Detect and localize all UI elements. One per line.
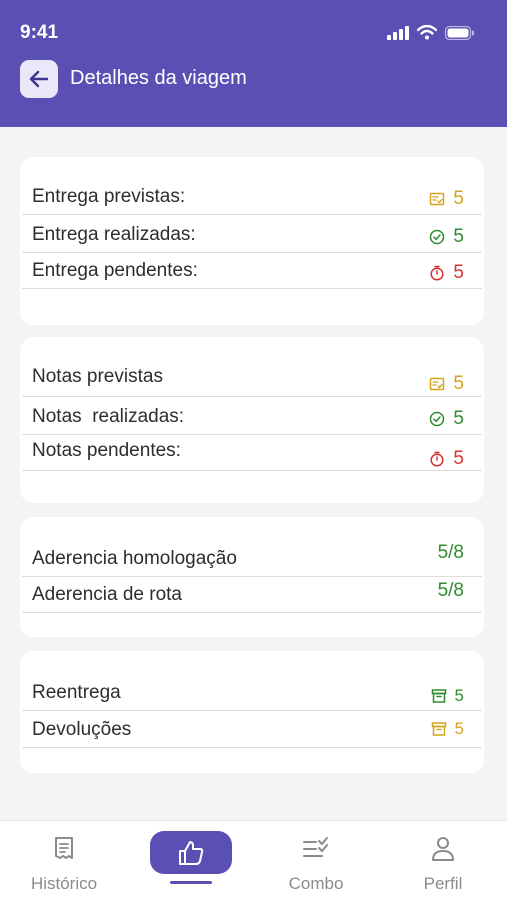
tab-combo-label: Combo — [288, 874, 344, 893]
route-adherence-value: 5/8 — [437, 580, 464, 601]
check-circle-icon — [430, 411, 445, 427]
planned-invoices-label: Notas previstas — [32, 366, 163, 387]
thumbs-up-icon — [179, 840, 204, 865]
planned-invoices-value: 5 — [453, 373, 464, 394]
homologation-adherence-row: Aderencia homologação 5/8 — [22, 541, 482, 577]
list-check-icon — [303, 837, 328, 857]
planned-deliveries-row: Entrega previstas: 5 — [22, 179, 482, 215]
timer-icon — [430, 451, 444, 467]
status-icons — [387, 25, 475, 40]
adherence-card: Aderencia homologação 5/8 Aderencia de r… — [20, 517, 484, 637]
battery-icon — [445, 25, 474, 40]
redelivery-label: Reentrega — [32, 682, 121, 703]
route-adherence-label: Aderencia de rota — [32, 584, 182, 605]
returns-label: Devoluções — [32, 719, 132, 740]
completed-invoices-row: Notas realizadas: 5 — [22, 399, 482, 435]
returns-row: Devoluções 5 — [22, 712, 482, 748]
completed-invoices-value: 5 — [453, 408, 464, 429]
archive-box-icon — [431, 689, 446, 703]
completed-deliveries-value: 5 — [453, 226, 464, 247]
checklist-icon — [430, 377, 445, 391]
back-button[interactable] — [20, 60, 58, 98]
planned-deliveries-value: 5 — [453, 188, 464, 209]
receipt-icon — [55, 837, 73, 859]
tab-perfil[interactable]: Perfil — [393, 835, 493, 894]
pending-invoices-row: Notas pendentes: 5 — [22, 435, 482, 471]
tab-historico-label: Histórico — [30, 874, 98, 893]
check-circle-icon — [430, 229, 445, 245]
completed-deliveries-label: Entrega realizadas: — [32, 224, 196, 245]
status-time: 9:41 — [20, 22, 59, 43]
active-tab-indicator — [170, 881, 212, 884]
tab-combo[interactable]: Combo — [266, 835, 366, 894]
planned-invoices-row: Notas previstas 5 — [22, 361, 482, 397]
wifi-icon — [417, 25, 437, 40]
pending-deliveries-value: 5 — [453, 262, 464, 283]
returns-card: Reentrega 5 Devoluções 5 — [20, 651, 484, 773]
returns-value: 5 — [454, 719, 464, 738]
pending-invoices-label: Notas pendentes: — [32, 440, 181, 461]
pending-deliveries-row: Entrega pendentes: 5 — [22, 253, 482, 289]
invoices-card: Notas previstas 5 Notas realizadas: 5 No… — [20, 337, 484, 503]
page-title: Detalhes da viagem — [70, 67, 247, 89]
deliveries-card: Entrega previstas: 5 Entrega realizadas:… — [20, 157, 484, 325]
archive-box-icon — [431, 722, 446, 736]
homologation-adherence-label: Aderencia homologação — [32, 548, 237, 569]
tab-historico[interactable]: Histórico — [14, 835, 114, 894]
app-header: 9:41 Detalhes da viagem — [0, 0, 507, 127]
completed-invoices-label: Notas realizadas: — [32, 406, 185, 427]
checklist-icon — [430, 192, 445, 206]
bottom-tab-bar: Histórico Combo Perfil — [0, 820, 507, 900]
arrow-left-icon — [29, 70, 49, 88]
redelivery-row: Reentrega 5 — [22, 675, 482, 711]
planned-deliveries-label: Entrega previstas: — [32, 186, 186, 207]
timer-icon — [430, 265, 444, 281]
signal-icon — [387, 25, 409, 40]
pending-invoices-value: 5 — [453, 448, 464, 469]
pending-deliveries-label: Entrega pendentes: — [32, 260, 198, 281]
homologation-adherence-value: 5/8 — [437, 542, 464, 563]
completed-deliveries-row: Entrega realizadas: 5 — [22, 217, 482, 253]
route-adherence-row: Aderencia de rota 5/8 — [22, 577, 482, 613]
tab-home[interactable] — [150, 831, 232, 874]
user-icon — [432, 837, 454, 861]
tab-perfil-label: Perfil — [423, 874, 463, 893]
redelivery-value: 5 — [454, 686, 464, 705]
status-bar: 9:41 — [0, 0, 507, 60]
